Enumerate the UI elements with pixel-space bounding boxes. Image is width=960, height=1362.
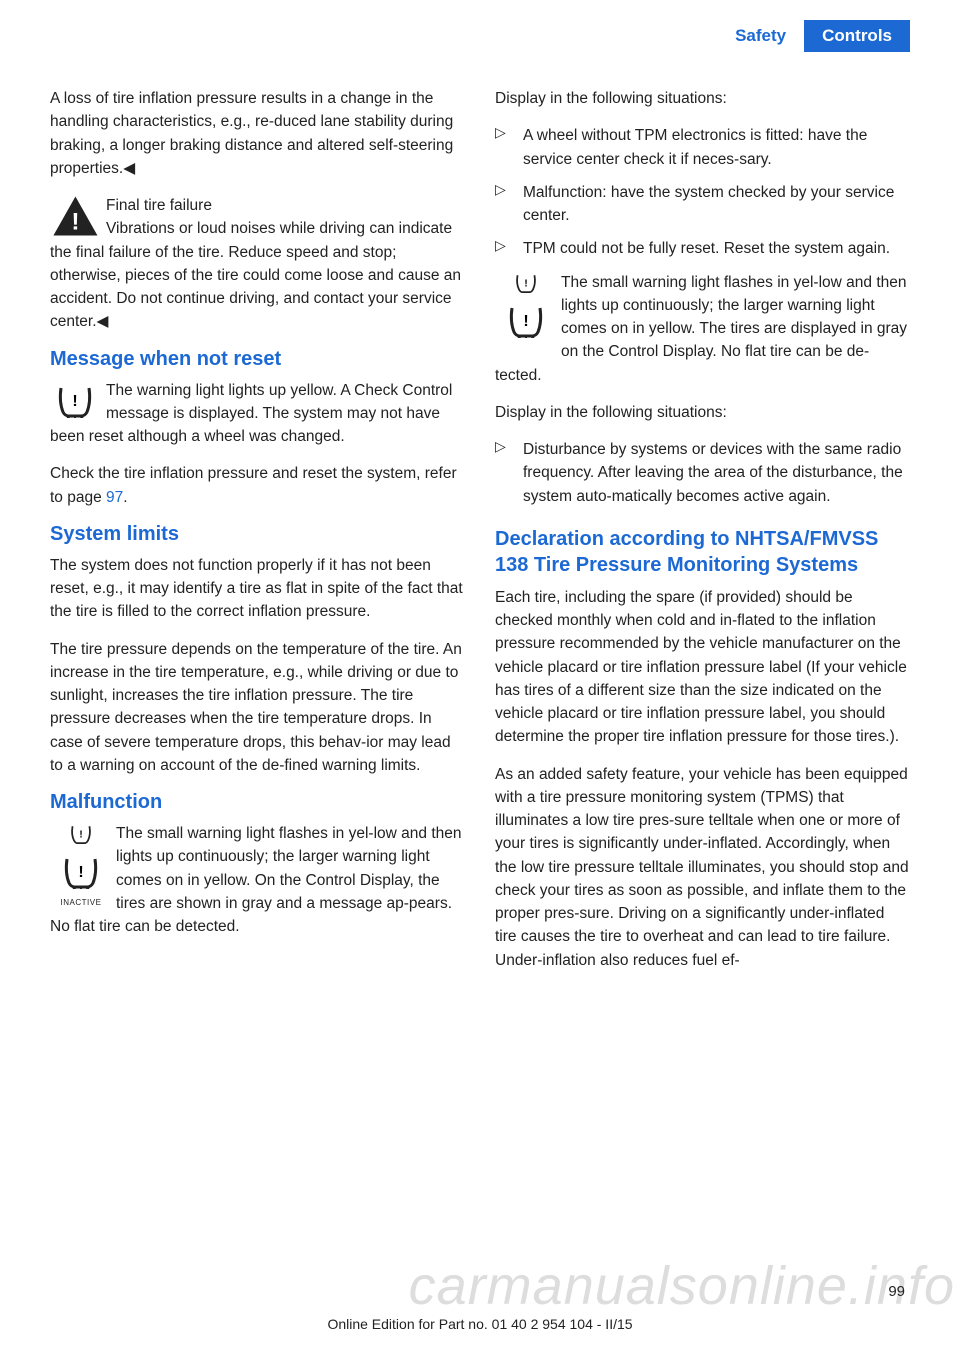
page-link-97[interactable]: 97 xyxy=(106,489,123,506)
para-small-warning: ! ! The small warning light flashes in y… xyxy=(495,271,910,387)
watermark: carmanualsonline.info xyxy=(409,1255,955,1317)
para-inflation-loss: A loss of tire inflation pressure result… xyxy=(50,87,465,180)
tab-safety: Safety xyxy=(717,20,804,52)
bullet-marker-icon: ▷ xyxy=(495,237,523,260)
bullet-1-text: A wheel without TPM electronics is fitte… xyxy=(523,124,910,171)
tpms-large-icon: ! xyxy=(61,855,101,896)
para-decl-1: Each tire, including the spare (if provi… xyxy=(495,586,910,749)
bullet-4-text: Disturbance by systems or devices with t… xyxy=(523,438,910,508)
tab-controls: Controls xyxy=(804,20,910,52)
para-malfunction: ! ! INACTIVE The small warning light fla… xyxy=(50,822,465,938)
svg-text:!: ! xyxy=(79,830,82,841)
left-column: A loss of tire inflation pressure result… xyxy=(50,87,465,986)
check-pressure-c: . xyxy=(123,489,127,506)
para-decl-2: As an added safety feature, your vehicle… xyxy=(495,763,910,972)
page-number: 99 xyxy=(888,1283,905,1300)
final-failure-lead: Final tire failure xyxy=(106,197,212,214)
tpms-warning-icon: ! xyxy=(50,379,100,423)
para-final-failure: ! Final tire failure Vibrations or loud … xyxy=(50,194,465,334)
warning-light-text: The warning light lights up yellow. A Ch… xyxy=(50,382,452,446)
para-limits-1: The system does not function properly if… xyxy=(50,554,465,624)
warning-triangle-icon: ! xyxy=(50,194,100,238)
svg-text:!: ! xyxy=(78,864,83,881)
svg-text:!: ! xyxy=(523,313,528,330)
para-warning-light: ! The warning light lights up yellow. A … xyxy=(50,379,465,449)
bullet-4: ▷ Disturbance by systems or devices with… xyxy=(495,438,910,508)
heading-declaration: Declaration according to NHTSA/FMVSS 138… xyxy=(495,526,910,578)
dual-tpms-icon-2: ! ! xyxy=(495,271,557,346)
bullet-3-text: TPM could not be fully reset. Reset the … xyxy=(523,237,910,260)
bullet-marker-icon: ▷ xyxy=(495,181,523,228)
heading-system-limits: System limits xyxy=(50,523,465,546)
header-tabs: Safety Controls xyxy=(0,0,960,52)
bullet-2-text: Malfunction: have the system checked by … xyxy=(523,181,910,228)
para-check-pressure: Check the tire inflation pressure and re… xyxy=(50,462,465,509)
svg-text:!: ! xyxy=(72,393,77,410)
bullet-1: ▷ A wheel without TPM electronics is fit… xyxy=(495,124,910,171)
tpms-small-icon: ! xyxy=(511,271,541,302)
footer-edition: Online Edition for Part no. 01 40 2 954 … xyxy=(0,1316,960,1332)
heading-malfunction: Malfunction xyxy=(50,791,465,814)
bullet-marker-icon: ▷ xyxy=(495,124,523,171)
svg-text:!: ! xyxy=(71,208,79,235)
right-column: Display in the following situations: ▷ A… xyxy=(495,87,910,986)
svg-text:!: ! xyxy=(524,278,527,289)
tpms-large-icon: ! xyxy=(506,304,546,345)
heading-message-not-reset: Message when not reset xyxy=(50,348,465,371)
bullet-3: ▷ TPM could not be fully reset. Reset th… xyxy=(495,237,910,260)
final-failure-body: Vibrations or loud noises while driving … xyxy=(50,220,461,330)
bullet-2: ▷ Malfunction: have the system checked b… xyxy=(495,181,910,228)
tpms-small-icon: ! xyxy=(66,822,96,853)
bullet-marker-icon: ▷ xyxy=(495,438,523,508)
para-display-situations-1: Display in the following situations: xyxy=(495,87,910,110)
para-display-situations-2: Display in the following situations: xyxy=(495,401,910,424)
inactive-label: INACTIVE xyxy=(61,897,102,909)
main-content: A loss of tire inflation pressure result… xyxy=(0,52,960,986)
dual-tpms-icon: ! ! INACTIVE xyxy=(50,822,112,909)
para-limits-2: The tire pressure depends on the tempera… xyxy=(50,638,465,778)
